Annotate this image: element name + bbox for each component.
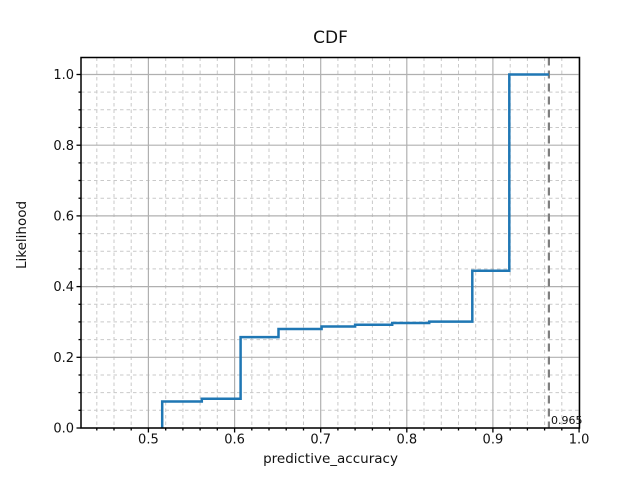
major-gridlines (81, 57, 580, 429)
x-tick-label: 0.9 (483, 433, 504, 448)
x-tick-label: 0.7 (310, 433, 331, 448)
y-tick-label: 0.6 (53, 210, 74, 225)
vline-annotation-label: 0.965 (551, 414, 583, 427)
y-axis-title: Likelihood (14, 200, 30, 270)
axes-frame (80, 56, 581, 429)
x-tick-label: 0.5 (138, 433, 159, 448)
x-axis-title: predictive_accuracy (263, 451, 398, 467)
x-tick-label: 0.6 (224, 433, 245, 448)
chart-title: CDF (313, 28, 348, 48)
y-tick-label: 0.2 (53, 351, 74, 366)
y-tick-label: 0.0 (53, 422, 74, 437)
y-tick-label: 0.8 (53, 139, 74, 154)
x-axis-ticks: 0.5 0.6 0.7 0.8 0.9 1.0 (96, 428, 590, 448)
y-tick-label: 1.0 (53, 68, 74, 83)
y-axis-ticks: 0.0 0.2 0.4 0.6 0.8 1.0 (53, 68, 81, 437)
cdf-step-line (160, 73, 549, 428)
y-tick-label: 0.4 (53, 280, 74, 295)
x-tick-label: 1.0 (569, 433, 590, 448)
minor-gridlines (81, 57, 580, 428)
x-tick-label: 0.8 (396, 433, 417, 448)
